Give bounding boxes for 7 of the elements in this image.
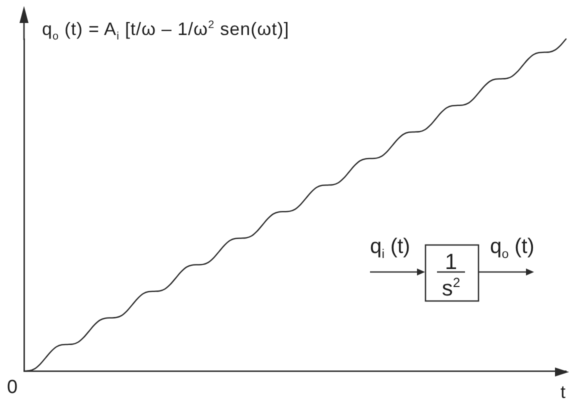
annotation: s$^{2}$ [442,275,460,300]
annotation: q$_{i}$ (t) [370,235,410,262]
annotation: 1 [444,249,458,274]
text: 0 [7,377,18,398]
annotation: q$_{o}$ (t) [490,235,534,262]
x-axis-title: t [560,382,566,402]
y-axis-title: q$_{o}$ (t) = A$_{i}$ [t/ω – 1/ω$^{2}$ sen(ωt)] [42,19,290,43]
